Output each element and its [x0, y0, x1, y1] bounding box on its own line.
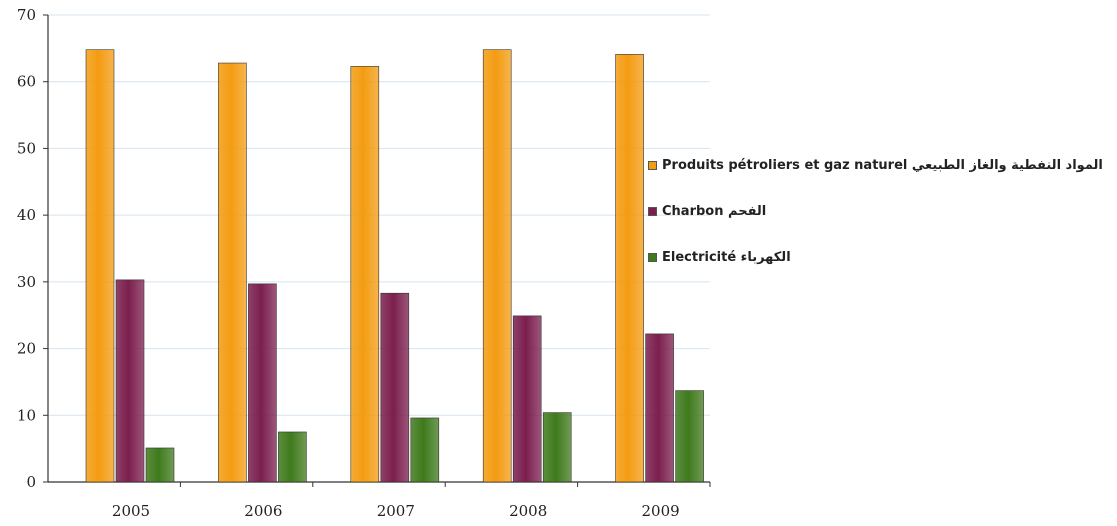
legend-swatch-petroleum [648, 160, 657, 170]
legend: Produits pétroliers et gaz naturel الموا… [648, 142, 1103, 280]
bar-2006-series-2 [278, 431, 307, 483]
bar-2005-series-1 [115, 279, 145, 483]
legend-label-petroleum: Produits pétroliers et gaz naturel الموا… [662, 157, 1103, 173]
x-tick-label: 2008 [509, 502, 547, 520]
x-tick-label: 2006 [244, 502, 282, 520]
y-tick-label: 0 [26, 473, 36, 491]
y-tick-label: 10 [17, 406, 36, 424]
legend-swatch-electricity [648, 252, 657, 262]
bar-2007-series-2 [410, 417, 440, 483]
legend-item-petroleum: Produits pétroliers et gaz naturel الموا… [648, 142, 1103, 188]
y-tick-label: 50 [17, 139, 36, 157]
bar-2006-series-1 [248, 283, 277, 483]
bar-2009-series-2 [675, 390, 704, 483]
x-tick-label: 2009 [642, 502, 680, 520]
y-tick-label: 70 [17, 6, 36, 24]
bar-2006-series-0 [218, 62, 247, 483]
bars [85, 49, 704, 483]
legend-item-electricity: Electricité الكهرباء [648, 234, 1103, 280]
legend-label-electricity: Electricité الكهرباء [662, 249, 791, 265]
bar-2009-series-1 [645, 333, 674, 483]
bar-2009-series-0 [615, 54, 644, 483]
y-tick-label: 20 [17, 340, 36, 358]
y-tick-label: 40 [17, 206, 36, 224]
bar-2008-series-1 [512, 315, 542, 483]
legend-label-coal: Charbon الفحم [662, 203, 767, 219]
bar-2005-series-2 [145, 447, 175, 483]
legend-swatch-coal [648, 206, 657, 216]
y-tick-label: 30 [17, 273, 36, 291]
x-tick-label: 2005 [112, 502, 150, 520]
bar-2008-series-2 [542, 412, 572, 483]
y-tick-label: 60 [17, 73, 36, 91]
legend-item-coal: Charbon الفحم [648, 188, 1103, 234]
tick-labels: 0 10 20 30 40 50 60 70 2005 2006 2007 2008 2009 [17, 6, 680, 520]
bar-2007-series-0 [350, 66, 380, 483]
x-tick-label: 2007 [377, 502, 415, 520]
bar-2005-series-0 [85, 49, 115, 483]
bar-2008-series-0 [482, 49, 512, 483]
bar-2007-series-1 [380, 292, 410, 483]
